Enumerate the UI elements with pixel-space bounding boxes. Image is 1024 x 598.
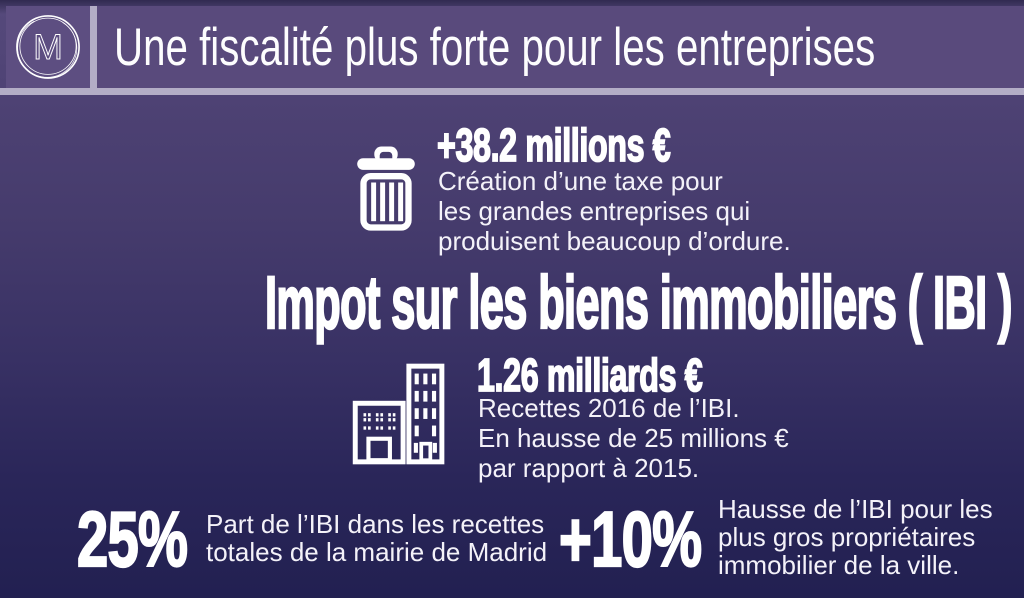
header-title-bar: Une fiscalité plus forte pour les entrep… bbox=[97, 6, 1024, 88]
waste-tax-amount: +38.2 millions € bbox=[436, 119, 671, 171]
waste-tax-line-2: les grandes entreprises qui bbox=[438, 196, 751, 226]
header: M Une fiscalité plus forte pour les entr… bbox=[6, 6, 1024, 88]
ibi-share-value: 25% bbox=[76, 495, 189, 583]
ibi-increase-line-3: immobilier de la ville. bbox=[718, 550, 960, 580]
ibi-heading: Impot sur les biens immobiliers ( IBI ) bbox=[264, 261, 1013, 344]
ibi-increase-value: +10% bbox=[558, 495, 703, 583]
ibi-share-line-1: Part de l’IBI dans les recettes bbox=[206, 509, 545, 539]
ibi-revenue-line-2: En hausse de 25 millions € bbox=[478, 423, 789, 453]
ibi-revenue-amount: 1.26 milliards € bbox=[476, 349, 703, 401]
header-divider bbox=[90, 6, 97, 88]
section-ibi-revenue-copy: Recettes 2016 de l’IBI. En hausse de 25 … bbox=[478, 393, 789, 483]
header-rule bbox=[0, 88, 1024, 95]
ibi-revenue-line-1: Recettes 2016 de l’IBI. bbox=[478, 393, 740, 423]
logo-letter: M bbox=[33, 27, 63, 67]
page-title: Une fiscalité plus forte pour les entrep… bbox=[114, 17, 876, 77]
ibi-share-line-2: totales de la mairie de Madrid bbox=[206, 537, 548, 567]
buildings-icon bbox=[347, 359, 446, 469]
section-waste-tax-amount: +38.2 millions € bbox=[436, 119, 770, 171]
section-ibi-share-copy: Part de l’IBI dans les recettes totales … bbox=[206, 510, 547, 566]
section-ibi-increase-copy: Hausse de l’IBI pour les plus gros propr… bbox=[718, 495, 993, 579]
ibi-increase-line-1: Hausse de l’IBI pour les bbox=[718, 494, 993, 524]
section-ibi-increase: +10% bbox=[558, 495, 757, 583]
trash-icon bbox=[350, 140, 422, 234]
waste-tax-line-1: Création d’une taxe pour bbox=[438, 166, 723, 196]
waste-tax-line-3: produisent beaucoup d’ordure. bbox=[438, 226, 791, 256]
ibi-heading-wrap: Impot sur les biens immobiliers ( IBI ) bbox=[0, 261, 1024, 344]
ibi-revenue-line-3: par rapport à 2015. bbox=[478, 453, 700, 483]
section-ibi-revenue-amount: 1.26 milliards € bbox=[476, 349, 799, 401]
logo-box: M bbox=[6, 6, 90, 88]
section-ibi-share: 25% bbox=[76, 495, 230, 583]
madrid-logo-icon: M bbox=[16, 15, 80, 79]
section-waste-tax-copy: Création d’une taxe pour les grandes ent… bbox=[438, 166, 791, 256]
ibi-increase-line-2: plus gros propriétaires bbox=[718, 522, 976, 552]
